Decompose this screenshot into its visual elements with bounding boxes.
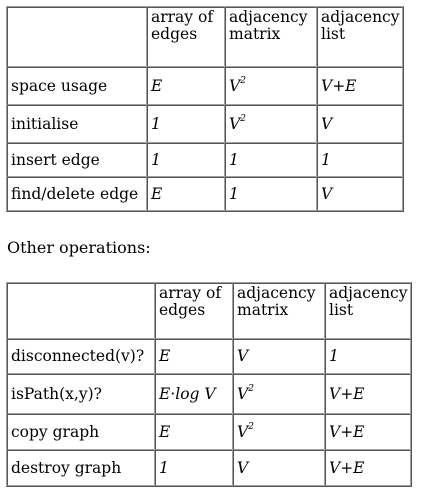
operation-label: insert edge bbox=[7, 143, 147, 177]
list-cost: V+E bbox=[325, 450, 412, 486]
matrix-cost-exponent: 2 bbox=[248, 384, 254, 395]
operation-label: isPath(x,y)? bbox=[7, 374, 155, 414]
array-cost: 1 bbox=[155, 450, 233, 486]
array-cost: E bbox=[155, 414, 233, 450]
operation-label: initialise bbox=[7, 105, 147, 143]
table-row: destroy graph 1 V V+E bbox=[7, 450, 412, 486]
array-cost: E bbox=[155, 339, 233, 374]
matrix-cost: V bbox=[233, 339, 325, 374]
table-row: initialise 1 V2 V bbox=[7, 105, 404, 143]
matrix-cost-base: V bbox=[237, 347, 249, 365]
matrix-cost-exponent: 2 bbox=[240, 114, 246, 125]
matrix-cost: V2 bbox=[233, 374, 325, 414]
matrix-cost-base: V bbox=[229, 114, 241, 133]
list-cost: 1 bbox=[325, 339, 412, 374]
array-cost: 1 bbox=[147, 105, 225, 143]
array-cost: E·log V bbox=[155, 374, 233, 414]
list-cost: V+E bbox=[317, 67, 404, 105]
corner-cell bbox=[7, 283, 155, 339]
list-cost: V+E bbox=[325, 414, 412, 450]
operation-label: find/delete edge bbox=[7, 177, 147, 211]
header-array-of-edges: array of edges bbox=[155, 283, 233, 339]
operation-label: copy graph bbox=[7, 414, 155, 450]
operation-label: disconnected(v)? bbox=[7, 339, 155, 374]
matrix-cost: V2 bbox=[225, 67, 317, 105]
matrix-cost-base: 1 bbox=[229, 184, 239, 203]
matrix-cost: V2 bbox=[225, 105, 317, 143]
complexity-table-main: array of edges adjacency matrix adjacenc… bbox=[6, 6, 405, 212]
list-cost: V+E bbox=[325, 374, 412, 414]
matrix-cost: 1 bbox=[225, 143, 317, 177]
list-cost: V bbox=[317, 177, 404, 211]
other-operations-caption: Other operations: bbox=[7, 238, 151, 257]
matrix-cost-base: V bbox=[237, 384, 249, 403]
matrix-cost-exponent: 2 bbox=[240, 76, 246, 87]
complexity-table-other: array of edges adjacency matrix adjacenc… bbox=[6, 282, 413, 487]
matrix-cost: 1 bbox=[225, 177, 317, 211]
corner-cell bbox=[7, 7, 147, 67]
table-row: disconnected(v)? E V 1 bbox=[7, 339, 412, 374]
array-cost: 1 bbox=[147, 143, 225, 177]
header-row: array of edges adjacency matrix adjacenc… bbox=[7, 7, 404, 67]
header-adjacency-matrix: adjacency matrix bbox=[233, 283, 325, 339]
table-row: copy graph E V2 V+E bbox=[7, 414, 412, 450]
header-adjacency-list: adjacency list bbox=[317, 7, 404, 67]
header-adjacency-list: adjacency list bbox=[325, 283, 412, 339]
matrix-cost: V bbox=[233, 450, 325, 486]
table-row: isPath(x,y)? E·log V V2 V+E bbox=[7, 374, 412, 414]
array-cost: E bbox=[147, 177, 225, 211]
header-array-of-edges: array of edges bbox=[147, 7, 225, 67]
operation-label: destroy graph bbox=[7, 450, 155, 486]
list-cost: V bbox=[317, 105, 404, 143]
list-cost: 1 bbox=[317, 143, 404, 177]
header-row: array of edges adjacency matrix adjacenc… bbox=[7, 283, 412, 339]
matrix-cost-base: 1 bbox=[229, 150, 239, 169]
matrix-cost: V2 bbox=[233, 414, 325, 450]
table-row: find/delete edge E 1 V bbox=[7, 177, 404, 211]
matrix-cost-base: V bbox=[237, 422, 249, 441]
matrix-cost-base: V bbox=[229, 76, 241, 95]
matrix-cost-base: V bbox=[237, 458, 249, 477]
array-cost: E bbox=[147, 67, 225, 105]
operation-label: space usage bbox=[7, 67, 147, 105]
table-row: insert edge 1 1 1 bbox=[7, 143, 404, 177]
table-row: space usage E V2 V+E bbox=[7, 67, 404, 105]
header-adjacency-matrix: adjacency matrix bbox=[225, 7, 317, 67]
matrix-cost-exponent: 2 bbox=[248, 422, 254, 433]
